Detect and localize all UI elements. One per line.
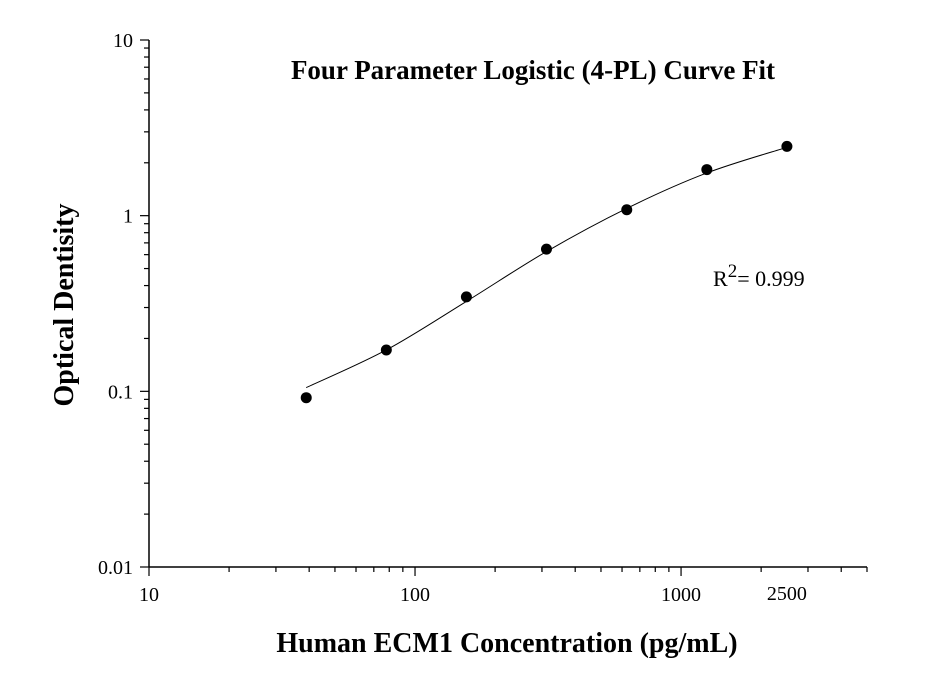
data-point (460, 291, 472, 303)
ticks (140, 39, 868, 576)
r-squared-superscript: 2 (728, 261, 738, 282)
y-tick-label: 0.01 (98, 557, 133, 579)
data-point (701, 164, 713, 176)
y-tick-label: 10 (113, 30, 133, 52)
chart-title: Four Parameter Logistic (4-PL) Curve Fit (291, 55, 775, 85)
y-tick-label: 1 (123, 206, 133, 228)
tick-labels: 10 100 1000 2500 10 1 0.1 0.01 (98, 30, 807, 606)
y-tick-label: 0.1 (108, 381, 133, 403)
axes (148, 40, 867, 568)
r-squared-annotation: R2= 0.999 (713, 261, 805, 291)
x-tick-label: 1000 (661, 584, 701, 606)
y-axis-label: Optical Dentisity (49, 204, 80, 407)
x-tick-label: 10 (139, 584, 159, 606)
data-point (540, 243, 552, 255)
r-squared-value: = 0.999 (737, 266, 804, 291)
r-squared-prefix: R (713, 266, 728, 291)
data-points (300, 140, 793, 404)
data-point (380, 344, 392, 356)
x-tick-label: 2500 (767, 583, 807, 605)
x-tick-label: 100 (400, 584, 430, 606)
data-point (781, 140, 793, 152)
data-point (621, 204, 633, 216)
data-point (300, 392, 312, 404)
x-axis-label: Human ECM1 Concentration (pg/mL) (276, 628, 737, 659)
